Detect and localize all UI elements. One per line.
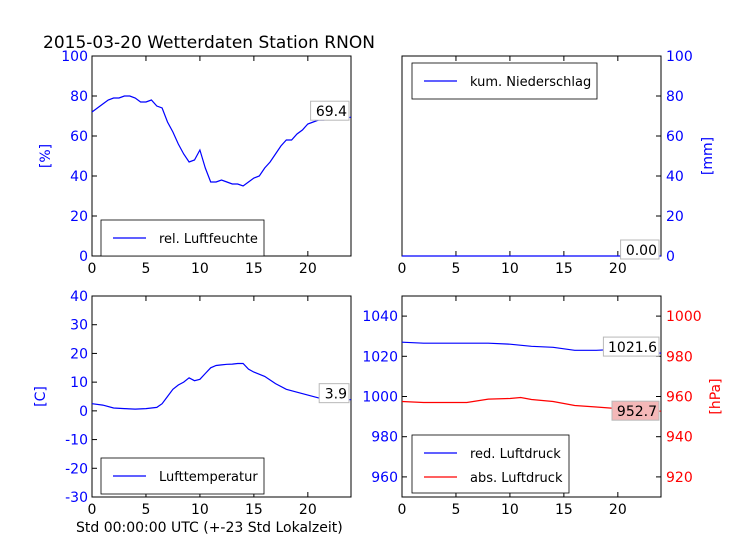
precipitation-panel: 0 5 10 15 20 0 20 40 60 80 100 0.00 kum. Niederschla…: [398, 49, 716, 277]
y-tick-label: 40: [70, 289, 88, 305]
absolute-pressure-last-value: 952.7: [617, 404, 657, 420]
x-axis-label: Std 00:00:00 UTC (+-23 Std Lokalzeit): [76, 520, 343, 536]
legend-label: abs. Luftdruck: [470, 471, 563, 486]
x-tick-label: 10: [191, 502, 209, 518]
figure-title: 2015-03-20 Wetterdaten Station RNON: [43, 33, 375, 53]
legend-label: Lufttemperatur: [159, 470, 258, 485]
pressure-panel: 0 5 10 15 20 960 980 1000 1020 1040 920 940 960 980 10…: [362, 295, 724, 518]
y-tick-label: 980: [371, 430, 398, 446]
y-tick-label: 1020: [362, 349, 398, 365]
y-tick-label: 40: [70, 169, 88, 185]
x-tick-label: 20: [609, 261, 627, 277]
temperature-last-value-box: [318, 383, 350, 404]
y-tick-label: 20: [666, 209, 684, 225]
legend-label: rel. Luftfeuchte: [159, 232, 258, 247]
x-tick-label: 15: [245, 261, 263, 277]
legend-label: kum. Niederschlag: [470, 75, 591, 90]
y-tick-label: 0: [79, 249, 88, 265]
x-tick-label: 0: [398, 502, 407, 518]
x-tick-label: 5: [451, 502, 460, 518]
legend-frame: [411, 434, 570, 494]
y-tick-label: -30: [65, 490, 88, 506]
temperature-panel: 0 5 10 15 20 -30 -20 -10 0 10 20 30 40 3.9 Lufttempera…: [33, 289, 352, 518]
x-tick-label: 15: [245, 502, 263, 518]
precipitation-last-value: 0.00: [626, 243, 657, 259]
x-tick-label: 20: [299, 261, 317, 277]
x-tick-label: 20: [299, 502, 317, 518]
y-tick-label: 20: [70, 209, 88, 225]
y-tick-label: 940: [666, 430, 693, 446]
y-tick-label: 30: [70, 318, 88, 334]
y-tick-label: 960: [666, 390, 693, 406]
y-tick-label: 0: [666, 249, 675, 265]
x-tick-label: 5: [141, 502, 150, 518]
y-tick-label: 80: [666, 89, 684, 105]
x-tick-label: 15: [555, 261, 573, 277]
humidity-panel: 0 5 10 15 20 0 20 40 60 80 100 69.4 rel. Luftfeuchte…: [38, 49, 352, 277]
temperature-line: [91, 362, 351, 410]
legend-label: red. Luftdruck: [470, 447, 561, 462]
x-tick-label: 0: [398, 261, 407, 277]
humidity-ylabel: [%]: [38, 144, 54, 168]
x-tick-label: 15: [555, 502, 573, 518]
y-tick-label: 1000: [362, 390, 398, 406]
y-tick-label: 980: [666, 349, 693, 365]
y-tick-label: 1040: [362, 309, 398, 325]
x-tick-label: 0: [88, 502, 97, 518]
y-tick-label: 960: [371, 470, 398, 486]
reduced-pressure-last-value-box: [602, 336, 660, 357]
absolute-pressure-last-value-box: [611, 400, 660, 421]
temperature-ylabel: [C]: [33, 386, 49, 407]
y-tick-label: -10: [65, 433, 88, 449]
humidity-last-value: 69.4: [316, 104, 347, 120]
x-tick-label: 10: [501, 502, 519, 518]
y-tick-label: -20: [65, 461, 88, 477]
y-tick-label: 0: [79, 404, 88, 420]
precipitation-ylabel: [mm]: [700, 137, 716, 175]
reduced-pressure-last-value: 1021.6: [608, 340, 657, 356]
x-tick-label: 5: [451, 261, 460, 277]
y-tick-label: 1000: [666, 309, 702, 325]
y-tick-label: 920: [666, 470, 693, 486]
humidity-line: [91, 95, 352, 187]
y-tick-label: 60: [70, 129, 88, 145]
y-tick-label: 100: [666, 49, 693, 65]
pressure-ylabel: [hPa]: [708, 378, 724, 414]
x-tick-label: 5: [141, 261, 150, 277]
x-tick-label: 20: [609, 502, 627, 518]
x-tick-label: 10: [191, 261, 209, 277]
y-tick-label: 100: [61, 49, 88, 65]
x-tick-label: 0: [88, 261, 97, 277]
humidity-last-value-box: [310, 100, 350, 121]
plot-frame: [91, 295, 352, 498]
y-tick-label: 40: [666, 169, 684, 185]
x-tick-label: 10: [501, 261, 519, 277]
y-tick-label: 20: [70, 346, 88, 362]
y-tick-label: 60: [666, 129, 684, 145]
y-tick-label: 10: [70, 375, 88, 391]
temperature-last-value: 3.9: [325, 387, 347, 403]
precipitation-last-value-box: [620, 239, 660, 260]
y-tick-label: 80: [70, 89, 88, 105]
